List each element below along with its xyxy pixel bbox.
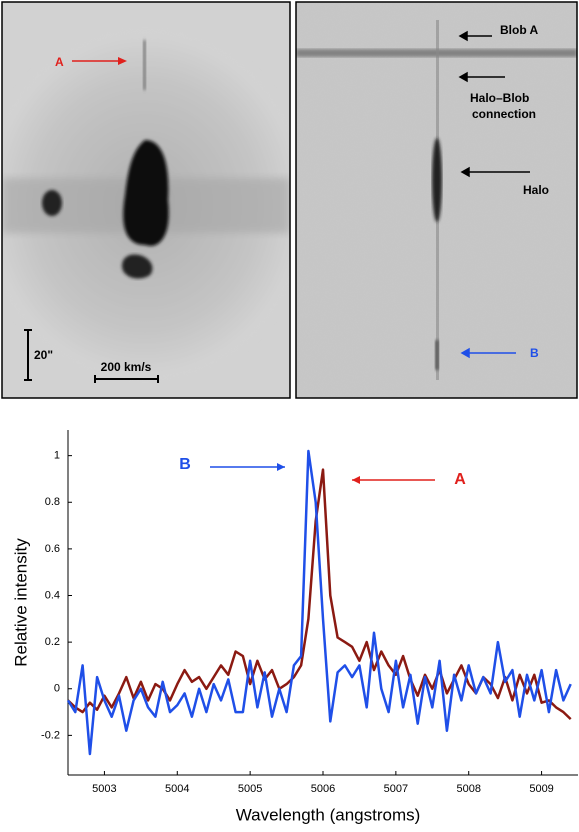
y-tick-label: 0.2: [45, 636, 60, 648]
scale-bar: [94, 375, 159, 383]
x-tick-label: 5008: [456, 783, 480, 795]
label-b: B: [530, 346, 539, 360]
label-blob-a: Blob A: [500, 23, 539, 37]
x-tick-label: 5004: [165, 783, 189, 795]
arrow: [460, 347, 516, 359]
label-connection: connection: [472, 107, 536, 121]
arrow: [458, 30, 492, 42]
y-tick-label: 0.6: [45, 543, 60, 555]
chart: -0.2 0 0.2 0.4 0.6 0.8 1 5003 5004 5005 5006 5007 50…: [11, 430, 578, 824]
left-panel: [2, 2, 290, 398]
label-halo: Halo: [523, 183, 549, 197]
scale-label: 200 km/s: [101, 360, 152, 374]
arrow-head: [118, 57, 127, 65]
series-line: [67, 468, 572, 721]
scale-label: 20": [34, 348, 53, 362]
x-axis-label: Wavelength (angstroms): [236, 805, 421, 824]
y-tick-label: -0.2: [41, 729, 60, 741]
y-tick-label: 1: [54, 450, 60, 462]
x-tick-label: 5005: [238, 783, 262, 795]
annotation-arrow-head: [277, 463, 285, 471]
y-axis-label: Relative intensity: [11, 538, 30, 667]
right-panel: [296, 2, 577, 398]
series-line: [66, 449, 572, 756]
y-tick-label: 0.4: [45, 589, 60, 601]
annotation: B: [179, 456, 191, 473]
arrow: [460, 166, 530, 178]
annotation-arrow-head: [352, 476, 360, 484]
panel-frame: [295, 1, 578, 399]
x-tick-label: 5003: [92, 783, 116, 795]
label-connection: Halo–Blob: [470, 91, 529, 105]
y-tick-label: 0: [54, 683, 60, 695]
label-a: A: [55, 55, 64, 69]
y-tick-label: 0.8: [45, 496, 60, 508]
scale-bar: [24, 329, 32, 381]
arrow: [458, 71, 505, 83]
panel-frame: [1, 1, 291, 399]
annotation: A: [454, 471, 466, 488]
x-tick-label: 5006: [311, 783, 335, 795]
x-tick-label: 5009: [529, 783, 553, 795]
x-tick-label: 5007: [384, 783, 408, 795]
